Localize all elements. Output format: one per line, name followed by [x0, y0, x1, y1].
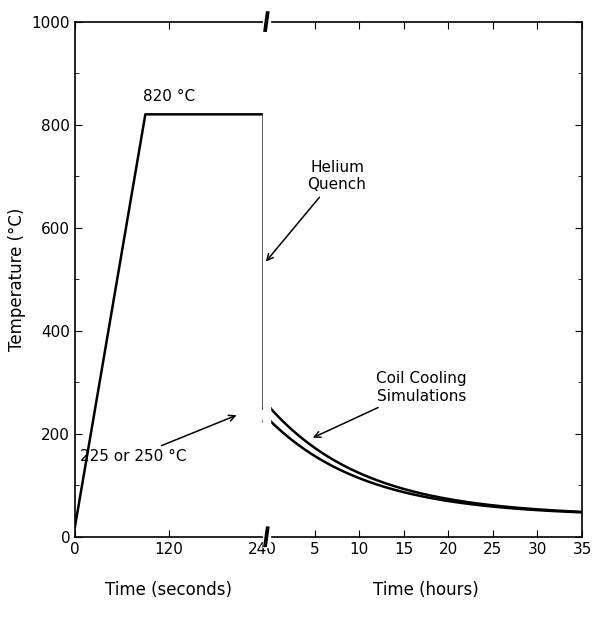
Y-axis label: Temperature (°C): Temperature (°C): [8, 207, 26, 351]
Text: 225 or 250 °C: 225 or 250 °C: [80, 415, 235, 465]
Text: Time (hours): Time (hours): [373, 581, 479, 598]
Text: Coil Cooling
Simulations: Coil Cooling Simulations: [314, 371, 467, 437]
Text: Time (seconds): Time (seconds): [105, 581, 232, 598]
Text: Helium
Quench: Helium Quench: [267, 160, 367, 260]
Text: 820 °C: 820 °C: [143, 89, 195, 104]
Bar: [263, 11, 270, 547]
